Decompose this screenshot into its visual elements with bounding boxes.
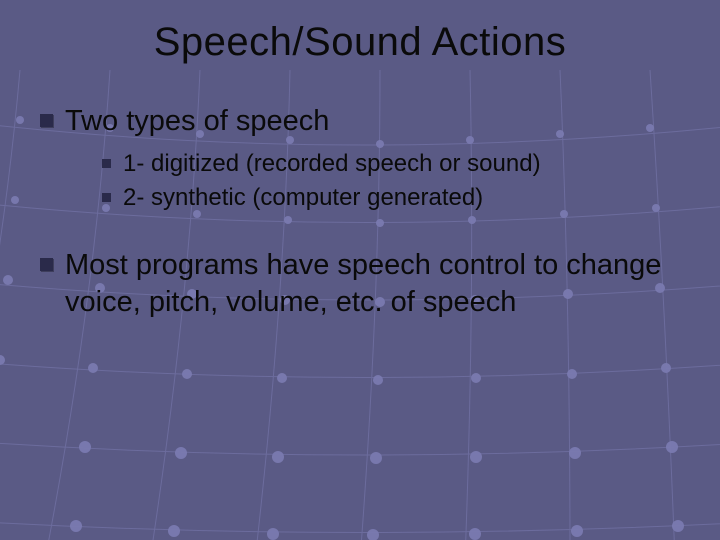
sub-bullet-group: 1- digitized (recorded speech or sound) …: [102, 149, 680, 213]
bullet-text: 2- synthetic (computer generated): [123, 183, 483, 213]
square-bullet-icon: [40, 258, 53, 271]
bullet-text: Two types of speech: [65, 103, 329, 139]
bullet-level2: 1- digitized (recorded speech or sound): [102, 149, 680, 179]
bullet-level2: 2- synthetic (computer generated): [102, 183, 680, 213]
square-bullet-icon: [102, 159, 111, 168]
square-bullet-icon: [102, 193, 111, 202]
bullet-text: Most programs have speech control to cha…: [65, 247, 680, 320]
bullet-level1: Two types of speech: [40, 103, 680, 139]
slide-title: Speech/Sound Actions: [40, 20, 680, 65]
bullet-level1: Most programs have speech control to cha…: [40, 247, 680, 320]
square-bullet-icon: [40, 114, 53, 127]
bullet-text: 1- digitized (recorded speech or sound): [123, 149, 541, 179]
slide: Speech/Sound Actions Two types of speech…: [0, 0, 720, 540]
